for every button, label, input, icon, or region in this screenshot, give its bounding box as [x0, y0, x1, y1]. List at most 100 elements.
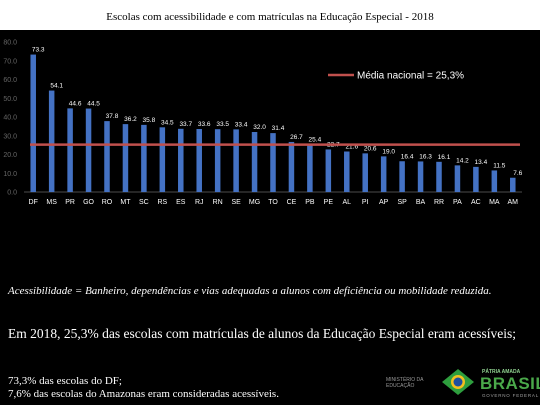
category-label: GO — [83, 199, 94, 206]
category-label: ES — [176, 199, 186, 206]
gov-slogan: PÁTRIA AMADA — [482, 369, 521, 375]
bar-sc — [141, 124, 147, 192]
headline-text: Em 2018, 25,3% das escolas com matrícula… — [8, 326, 516, 341]
bar-ce — [288, 141, 295, 192]
value-label: 20.6 — [364, 145, 377, 152]
value-label: 33.4 — [235, 121, 248, 128]
accessibility-definition: Acessibilidade = Banheiro, dependências … — [8, 285, 492, 297]
ministry-logo-text: MINISTÉRIO DA EDUCAÇÃO — [386, 377, 424, 389]
fact-am: 7,6% das escolas do Amazonas eram consid… — [8, 388, 279, 400]
category-label: TO — [268, 199, 278, 206]
category-label: SP — [397, 199, 407, 206]
value-label: 21.6 — [345, 144, 358, 151]
value-label: 19.0 — [382, 148, 395, 155]
value-label: 32.0 — [253, 124, 266, 131]
y-tick-label: 40.0 — [3, 115, 17, 122]
category-label: PB — [305, 199, 315, 206]
category-label: MA — [489, 199, 500, 206]
bars — [30, 54, 516, 192]
x-axis-categories: DF MS PR GO RO MT SC RS ES RJ RN SE MG TO CE PB PE AL PI AP… — [29, 199, 519, 206]
value-label: 33.6 — [198, 121, 211, 128]
category-label: SE — [231, 199, 241, 206]
bar-pr — [67, 108, 73, 192]
category-label: AL — [342, 199, 351, 206]
facts-list: 73,3% das escolas do DF; 7,6% das escola… — [8, 375, 368, 401]
bar-pi — [362, 153, 368, 192]
value-label: 31.4 — [272, 125, 285, 132]
category-label: RJ — [195, 199, 204, 206]
bar-ap — [380, 156, 387, 192]
bar-to — [270, 133, 276, 192]
bar-ac — [473, 166, 479, 192]
y-tick-label: 10.0 — [3, 171, 17, 178]
bar-pa — [454, 165, 461, 192]
y-tick-label: 0.0 — [7, 190, 17, 197]
brasil-flag-icon — [442, 369, 474, 395]
bar-sp — [399, 161, 405, 192]
category-label: SC — [139, 199, 149, 206]
category-label: PA — [453, 199, 462, 206]
value-label: 14.2 — [456, 157, 469, 164]
bar-mg — [251, 132, 258, 192]
bar-se — [233, 129, 239, 192]
category-label: RR — [434, 199, 444, 206]
bar-al — [344, 151, 350, 192]
value-label: 44.5 — [87, 101, 100, 108]
bar-chart: 0.0 10.0 20.0 30.0 40.0 50.0 60.0 70.0 80.0 73.3… — [3, 40, 522, 207]
bar-ma — [491, 170, 498, 192]
chart-title: Escolas com acessibilidade e com matrícu… — [106, 11, 434, 23]
value-label: 7.6 — [513, 170, 522, 177]
value-label: 11.5 — [493, 162, 506, 169]
value-label: 36.2 — [124, 116, 137, 123]
category-label: CE — [287, 199, 297, 206]
value-label: 44.6 — [69, 100, 82, 107]
bar-rn — [214, 129, 221, 192]
legend-label: Média nacional = 25,3% — [357, 71, 464, 82]
gov-name: BRASIL — [480, 374, 540, 393]
category-label: MT — [120, 199, 131, 206]
value-label: 37.8 — [106, 113, 119, 120]
bar-es — [178, 128, 184, 192]
category-label: BA — [416, 199, 426, 206]
category-label: AP — [379, 199, 389, 206]
bar-df — [30, 54, 36, 192]
bar-am — [510, 177, 516, 192]
category-label: AM — [508, 199, 519, 206]
legend: Média nacional = 25,3% — [328, 71, 464, 82]
value-label: 54.1 — [50, 83, 63, 90]
gov-subtitle: GOVERNO FEDERAL — [482, 393, 540, 398]
category-label: RN — [213, 199, 223, 206]
bar-rj — [196, 129, 202, 192]
y-tick-label: 30.0 — [3, 133, 17, 140]
bar-pb — [307, 144, 313, 192]
category-label: MS — [46, 199, 57, 206]
value-label: 13.4 — [475, 159, 488, 166]
category-label: DF — [29, 199, 38, 206]
category-label: RS — [157, 199, 167, 206]
bar-rs — [159, 127, 166, 192]
value-label: 26.7 — [290, 134, 303, 141]
category-label: RO — [102, 199, 113, 206]
category-label: MG — [249, 199, 260, 206]
value-label: 73.3 — [32, 47, 45, 54]
value-label: 35.8 — [143, 117, 156, 124]
bar-rr — [436, 161, 442, 192]
bar-ms — [48, 90, 55, 192]
category-label: PE — [324, 199, 334, 206]
value-label: 16.1 — [438, 154, 451, 161]
value-label: 25.4 — [309, 136, 322, 143]
y-tick-label: 20.0 — [3, 152, 17, 159]
value-label: 16.3 — [419, 153, 432, 160]
value-label: 33.5 — [216, 121, 229, 128]
fact-df: 73,3% das escolas do DF; — [8, 375, 122, 387]
bar-mt — [122, 124, 129, 192]
y-axis: 0.0 10.0 20.0 30.0 40.0 50.0 60.0 70.0 80.0 — [3, 40, 522, 197]
bar-go — [85, 108, 92, 192]
title-band — [0, 0, 540, 30]
value-label: 16.4 — [401, 153, 414, 160]
y-tick-label: 80.0 — [3, 40, 17, 47]
y-tick-label: 60.0 — [3, 77, 17, 84]
category-label: PR — [65, 199, 75, 206]
y-tick-label: 50.0 — [3, 96, 17, 103]
bar-pe — [325, 149, 332, 192]
